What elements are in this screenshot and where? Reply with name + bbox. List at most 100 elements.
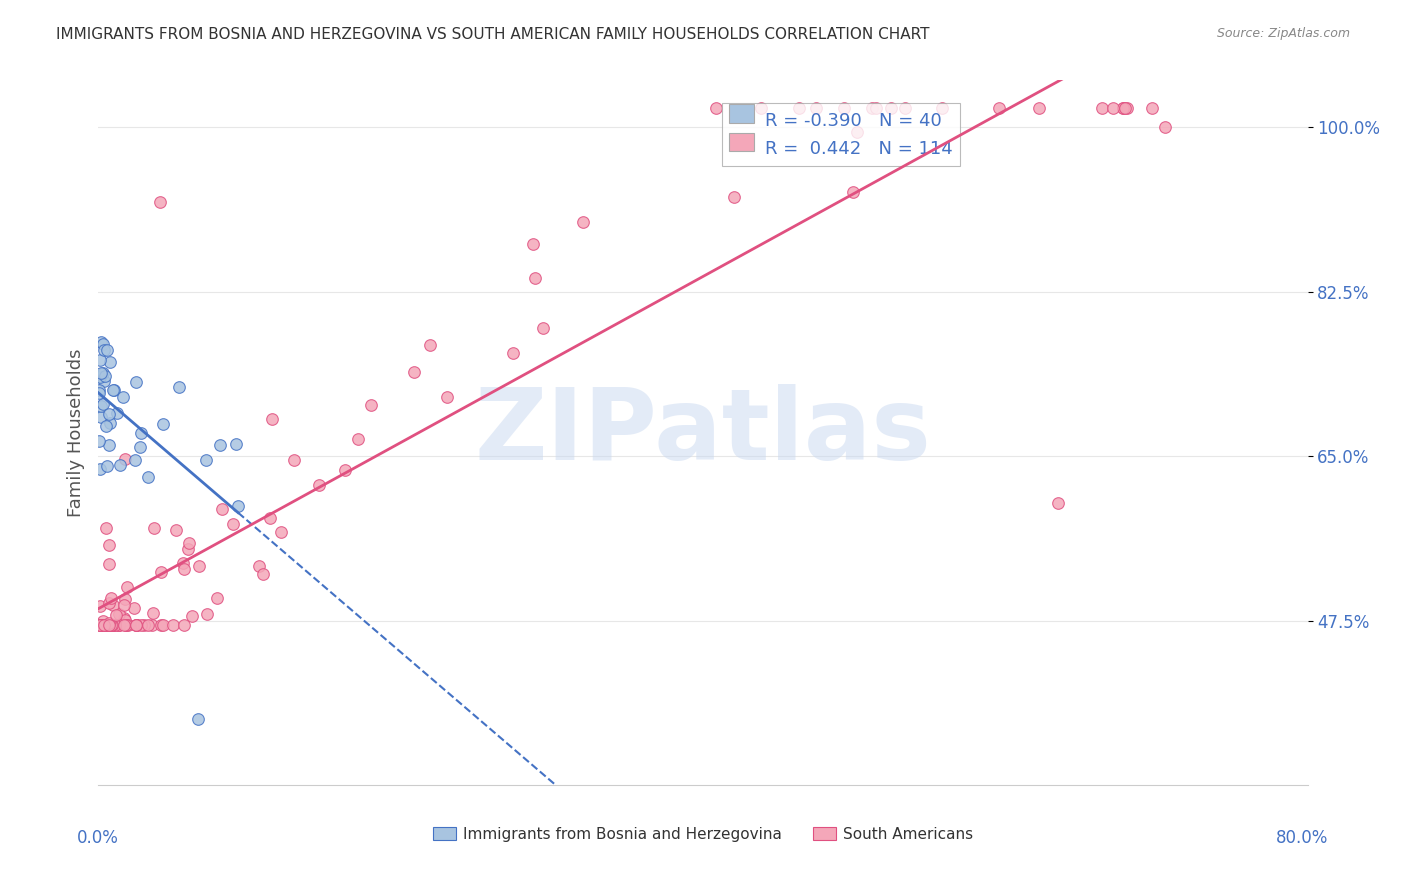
Point xyxy=(172,556,194,570)
Point xyxy=(97,618,120,632)
Point xyxy=(402,365,425,379)
Point xyxy=(100,591,122,606)
Point xyxy=(842,185,865,199)
Point xyxy=(173,618,195,632)
Point xyxy=(177,541,200,556)
Point xyxy=(114,452,136,467)
Point xyxy=(91,367,114,381)
Point xyxy=(98,416,121,430)
Point xyxy=(94,618,117,632)
Point xyxy=(91,618,114,632)
Point xyxy=(125,618,148,632)
Point xyxy=(1112,102,1135,116)
Point xyxy=(165,523,187,537)
Point xyxy=(94,369,117,384)
Point xyxy=(149,618,172,632)
Point xyxy=(1115,102,1137,116)
Point xyxy=(90,399,112,413)
Point xyxy=(270,524,292,539)
Point xyxy=(100,618,122,632)
Point xyxy=(117,580,139,594)
Point xyxy=(90,366,112,380)
Point xyxy=(117,618,139,632)
Point xyxy=(104,618,127,632)
Point xyxy=(1091,102,1114,116)
Point xyxy=(98,355,121,369)
Point xyxy=(283,453,305,467)
Point xyxy=(93,343,115,357)
Point xyxy=(180,608,202,623)
Point xyxy=(136,618,159,632)
Point xyxy=(436,390,458,404)
Point xyxy=(247,558,270,573)
Point xyxy=(522,237,544,252)
Point xyxy=(209,438,232,452)
Point xyxy=(167,380,190,394)
Point xyxy=(103,618,125,632)
Point xyxy=(112,611,135,625)
Point xyxy=(114,613,136,627)
Point xyxy=(1114,102,1136,116)
Point xyxy=(186,712,208,726)
Point xyxy=(124,453,146,467)
Point xyxy=(1154,120,1177,135)
Point xyxy=(90,334,112,349)
Point xyxy=(98,438,121,452)
Text: 0.0%: 0.0% xyxy=(77,830,120,847)
Point xyxy=(101,598,124,612)
Point xyxy=(94,419,117,434)
Point xyxy=(93,374,115,388)
Point xyxy=(93,618,115,632)
Point xyxy=(101,618,124,632)
Point xyxy=(112,618,135,632)
Point xyxy=(419,338,441,352)
Point xyxy=(704,102,727,116)
Point xyxy=(125,618,148,632)
Point xyxy=(143,521,166,535)
Point xyxy=(226,499,249,513)
Text: ZIPatlas: ZIPatlas xyxy=(475,384,931,481)
Y-axis label: Family Households: Family Households xyxy=(66,349,84,516)
Point xyxy=(333,463,356,477)
Point xyxy=(134,618,156,632)
Point xyxy=(1028,102,1050,116)
Point xyxy=(308,478,330,492)
Point xyxy=(128,440,150,454)
Point xyxy=(988,102,1011,116)
Text: Source: ZipAtlas.com: Source: ZipAtlas.com xyxy=(1216,27,1350,40)
Text: IMMIGRANTS FROM BOSNIA AND HERZEGOVINA VS SOUTH AMERICAN FAMILY HOUSEHOLDS CORRE: IMMIGRANTS FROM BOSNIA AND HERZEGOVINA V… xyxy=(56,27,929,42)
Point xyxy=(347,432,370,446)
Point xyxy=(162,618,184,632)
Point xyxy=(1046,496,1069,510)
Text: 80.0%: 80.0% xyxy=(1277,830,1329,847)
Point xyxy=(125,618,148,632)
Point xyxy=(89,434,111,448)
Point xyxy=(751,102,773,116)
Point xyxy=(108,458,131,472)
Point xyxy=(136,470,159,484)
Point xyxy=(112,598,135,612)
Point xyxy=(152,417,174,431)
Point xyxy=(97,618,120,632)
Point xyxy=(502,346,524,360)
Point xyxy=(173,561,195,575)
Point xyxy=(98,596,121,610)
Point xyxy=(100,618,122,632)
Point xyxy=(211,501,233,516)
Point xyxy=(1142,102,1164,116)
Point xyxy=(195,607,218,621)
Point xyxy=(225,437,247,451)
Point xyxy=(115,618,138,632)
Point xyxy=(111,390,134,404)
Point xyxy=(108,618,131,632)
Point xyxy=(89,385,111,400)
Point xyxy=(89,618,111,632)
Point xyxy=(97,615,120,630)
Point xyxy=(105,406,128,420)
Point xyxy=(533,321,555,335)
Point xyxy=(103,383,125,397)
Point xyxy=(101,618,124,632)
Point xyxy=(125,375,148,389)
Point xyxy=(262,411,284,425)
Point xyxy=(360,398,382,412)
